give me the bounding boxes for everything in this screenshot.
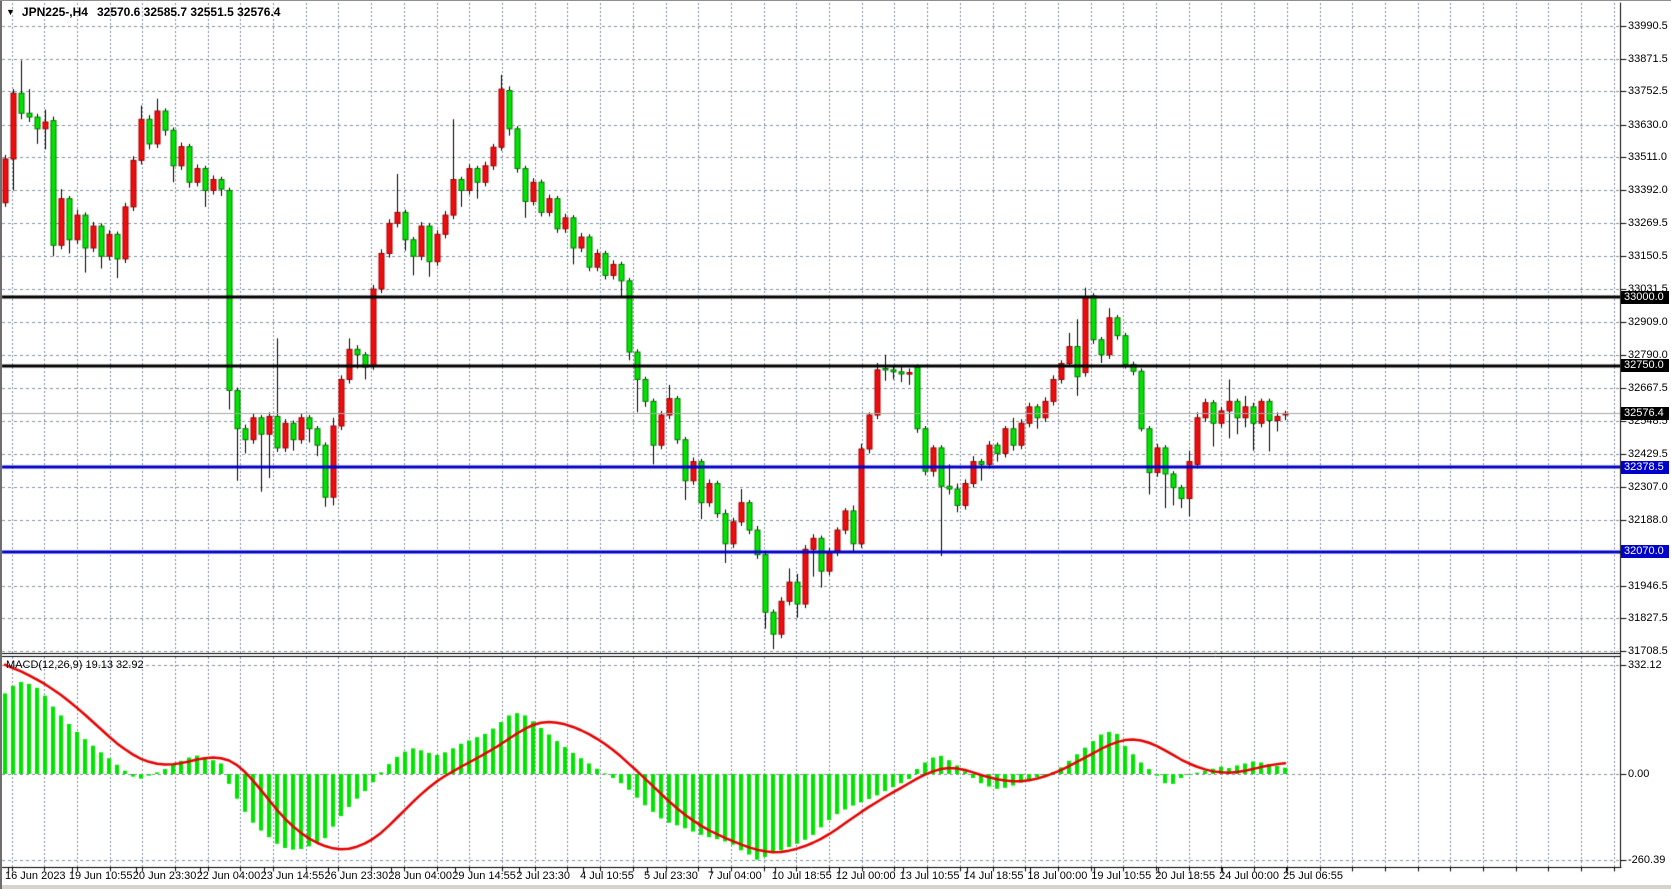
price-axis-label: 32909.0 [1628,316,1668,329]
time-axis-label: 29 Jun 14:55 [452,870,516,882]
time-axis-label: 25 Jul 06:55 [1283,870,1343,882]
time-axis-label: 24 Jul 00:00 [1219,870,1280,882]
macd-axis-label: 332.12 [1628,658,1662,671]
price-axis-label: 32429.5 [1628,447,1668,460]
price-tag-32070.0: 32070.0 [1621,545,1669,559]
price-axis-label: 32188.0 [1628,513,1668,526]
chart-dropdown-icon[interactable]: ▼ [6,6,15,17]
chart-ohlc-quotes: 32570.6 32585.7 32551.5 32576.4 [96,4,281,19]
price-tag-32378.5: 32378.5 [1621,460,1669,474]
time-axis-label: 7 Jul 04:00 [707,870,762,882]
chart-title-bar: ▼ JPN225-,H4 32570.6 32585.7 32551.5 325… [6,4,280,19]
price-axis-label: 31708.5 [1628,645,1668,657]
time-axis-label: 19 Jul 10:55 [1091,870,1152,882]
macd-axis-label: -260.39 [1628,853,1666,866]
time-axis-label: 18 Jul 00:00 [1027,870,1088,882]
macd-axis-label: 0.00 [1628,768,1650,780]
time-axis-label: 16 Jun 2023 [5,870,66,882]
time-axis-label: 26 Jun 23:30 [324,870,389,882]
price-tag-32576.4: 32576.4 [1621,406,1669,420]
time-axis-label: 5 Jul 23:30 [644,870,698,882]
time-axis-label: 2 Jul 23:30 [516,870,571,882]
time-axis-label: 19 Jun 10:55 [68,870,133,882]
time-axis-label: 12 Jul 00:00 [835,870,896,882]
time-axis-label: 20 Jul 18:55 [1155,870,1216,882]
time-axis-label: 28 Jun 04:00 [388,870,453,882]
time-axis-label: 23 Jun 14:55 [260,870,325,882]
price-axis-label: 33630.0 [1628,118,1668,131]
macd-indicator-label: MACD(12,26,9) 19.13 32.92 [6,659,144,671]
price-axis-label: 33150.5 [1628,250,1668,263]
price-axis-label: 33392.0 [1628,183,1668,196]
price-tag-33000.0: 33000.0 [1621,290,1669,304]
price-axis-label: 33269.5 [1628,217,1668,230]
time-axis-label: 22 Jun 04:00 [196,870,261,882]
price-tag-32750.0: 32750.0 [1621,359,1669,373]
price-axis-label: 33990.5 [1628,20,1668,32]
price-axis-label: 33511.0 [1628,151,1667,164]
chart-symbol-period: JPN225-,H4 [21,4,88,19]
price-axis-label: 32790.0 [1628,348,1668,361]
window-left-edge [0,1,2,889]
price-axis-label: 32307.0 [1628,481,1668,494]
time-axis-label: 20 Jun 23:30 [132,870,197,882]
price-axis-label: 32667.5 [1628,382,1668,395]
price-axis-label: 31827.5 [1628,612,1668,625]
time-axis-label: 4 Jul 10:55 [580,870,634,882]
price-axis-label: 33871.5 [1628,52,1668,65]
window-bottom-strip [0,885,1671,889]
time-axis-label: 14 Jul 18:55 [963,870,1024,882]
time-axis-label: 13 Jul 10:55 [899,870,960,882]
time-axis-label: 10 Jul 18:55 [771,870,832,882]
price-axis-label: 33752.5 [1628,85,1668,98]
price-axis-label: 31946.5 [1628,579,1668,592]
